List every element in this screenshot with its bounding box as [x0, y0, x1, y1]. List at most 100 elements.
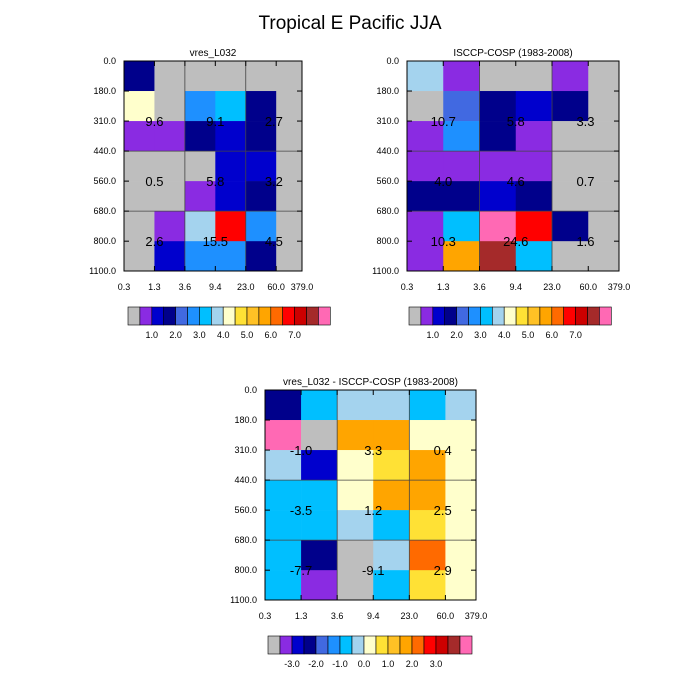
heatmap-cell [445, 540, 477, 571]
heatmap-cell [552, 61, 589, 92]
block-total-label: 15.5 [203, 234, 228, 249]
x-tick-label: 1.3 [295, 611, 308, 621]
x-tick-label: 0.3 [401, 282, 414, 292]
heatmap-cell [409, 420, 446, 451]
heatmap-cell [276, 151, 303, 182]
heatmap-cell [276, 241, 303, 272]
heatmap-cell [265, 480, 302, 511]
heatmap-cell [515, 61, 553, 92]
block-total-label: 9.6 [145, 114, 163, 129]
y-tick-label: 800.0 [234, 565, 257, 575]
colorbar-label: 3.0 [474, 330, 487, 340]
block-total-label: 5.8 [206, 174, 224, 189]
y-tick-label: 680.0 [376, 206, 399, 216]
x-tick-label: 0.3 [118, 282, 131, 292]
colorbar-swatch [187, 306, 200, 326]
heatmap-cell [276, 61, 303, 92]
heatmap-cell [373, 450, 410, 481]
colorbar-label: -2.0 [308, 659, 324, 669]
colorbar-swatch [151, 306, 165, 326]
colorbar-label: 6.0 [546, 330, 559, 340]
colorbar-swatch [468, 306, 481, 326]
heatmap-cell [373, 540, 410, 571]
heatmap-cell [409, 510, 446, 541]
heatmap-cell [245, 121, 277, 152]
heatmap-right: ISCCP-COSP (1983-2008) 10.7 5.8 3.3 4.0 4.6 0.… [372, 48, 630, 292]
heatmap-cell [373, 570, 410, 601]
heatmap-cell [479, 121, 517, 152]
figure-title: Tropical E Pacific JJA [258, 13, 441, 34]
block-total-label: 5.8 [507, 114, 525, 129]
y-tick-label: 0.0 [386, 56, 399, 66]
x-tick-label: 379.0 [465, 611, 488, 621]
heatmap-cell [124, 91, 155, 122]
heatmap-cell [445, 420, 477, 451]
x-tick-label: 1.3 [148, 282, 161, 292]
heatmap-cell [407, 151, 444, 182]
heatmap-cell [337, 510, 374, 541]
plot-frame [123, 60, 303, 272]
colorbar-swatch [420, 306, 434, 326]
heatmap-cell [443, 121, 480, 152]
colorbar-label: 4.0 [217, 330, 230, 340]
heatmap-cell [301, 390, 338, 421]
colorbar-swatch [303, 635, 317, 655]
heatmap-cell [276, 211, 303, 242]
colorbar-label: 7.0 [569, 330, 582, 340]
colorbar-swatch [411, 635, 425, 655]
colorbar-swatch [551, 306, 564, 326]
x-tick-label: 23.0 [401, 611, 419, 621]
colorbar-swatch [351, 635, 365, 655]
x-tick-label: 3.6 [179, 282, 192, 292]
heatmap-cell [588, 91, 620, 122]
heatmap-cell [552, 181, 589, 212]
x-tick-label: 0.3 [259, 611, 272, 621]
colorbar-swatch [459, 635, 473, 655]
colorbar-swatch [258, 306, 272, 326]
heatmap-cell [588, 121, 620, 152]
heatmap-cell [515, 241, 553, 272]
heatmap-cell [154, 91, 186, 122]
heatmap-cell [124, 181, 155, 212]
colorbar-swatch [211, 306, 224, 326]
heatmap-cell [154, 211, 186, 242]
heatmap-left: vres_L032 9.6 9.1 2.7 0.5 5.8 3.2 2.6 15.5 4.5 0.3… [89, 48, 313, 292]
heatmap-cell [124, 61, 155, 92]
heatmap-cell [276, 121, 303, 152]
colorbar-swatch [444, 306, 457, 326]
colorbar-swatch [456, 306, 469, 326]
heatmap-cell [154, 151, 186, 182]
colorbar-swatch [291, 635, 305, 655]
colorbar-swatch [246, 306, 260, 326]
colorbar-swatch [527, 306, 541, 326]
colorbar-label: 2.0 [169, 330, 182, 340]
heatmap-cell [407, 121, 444, 152]
heatmap-cell [337, 540, 374, 571]
heatmap-cell [443, 181, 480, 212]
heatmap-cell [479, 61, 517, 92]
heatmap-cell [443, 61, 480, 92]
block-total-label: 3.3 [576, 114, 594, 129]
colorbar-swatch [515, 306, 529, 326]
colorbar-label: 2.0 [406, 659, 419, 669]
heatmap-cell [409, 570, 446, 601]
block-total-label: 2.9 [434, 563, 452, 578]
block-total-label: 4.0 [434, 174, 452, 189]
y-tick-label: 310.0 [93, 116, 116, 126]
colorbar-swatch [480, 306, 493, 326]
heatmap-cell [154, 181, 186, 212]
heatmap-cell [124, 151, 155, 182]
heatmap-cell [184, 241, 216, 272]
heatmap-cell [479, 91, 517, 122]
colorbar-swatch [279, 635, 293, 655]
y-tick-label: 1100.0 [230, 595, 257, 605]
x-tick-label: 1.3 [437, 282, 450, 292]
y-tick-label: 1100.0 [89, 266, 116, 276]
block-total-label: 2.5 [434, 503, 452, 518]
colorbar-swatch [234, 306, 248, 326]
colorbar-label: -1.0 [332, 659, 348, 669]
heatmap-cell [265, 390, 302, 421]
heatmap-cell [409, 480, 446, 511]
heatmap-cell [373, 510, 410, 541]
colorbar-swatch [387, 635, 401, 655]
